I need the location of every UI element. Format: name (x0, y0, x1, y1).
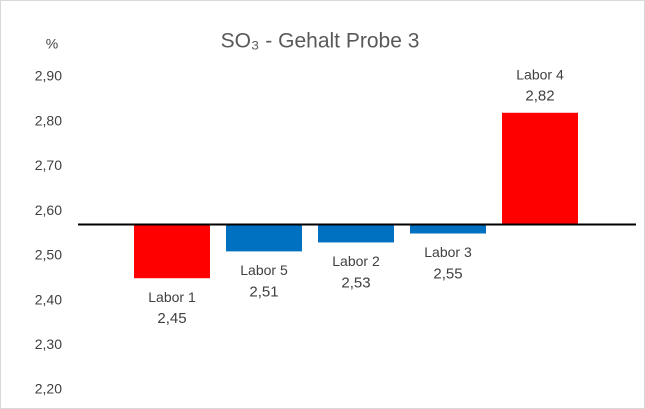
y-tick-label: 2,50 (35, 247, 62, 263)
category-label: Labor 5 (240, 262, 288, 278)
category-label: Labor 4 (516, 66, 564, 82)
bar (226, 224, 302, 252)
category-label: Labor 2 (332, 253, 380, 269)
y-tick-label: 2,60 (35, 202, 62, 218)
y-tick-label: 2,70 (35, 157, 62, 173)
value-label: 2,51 (249, 283, 278, 300)
y-tick-label: 2,20 (35, 381, 62, 397)
y-tick-label: 2,90 (35, 68, 62, 84)
value-label: 2,55 (433, 265, 462, 282)
bar (502, 112, 578, 225)
y-tick-label: 2,40 (35, 291, 62, 307)
value-label: 2,82 (525, 88, 554, 105)
category-label: Labor 3 (424, 244, 472, 260)
value-label: 2,45 (157, 310, 186, 327)
chart-title: SO₃ - Gehalt Probe 3 (221, 30, 420, 53)
y-tick-label: 2,30 (35, 336, 62, 352)
bar (410, 224, 486, 234)
y-unit: % (46, 36, 58, 52)
y-tick-label: 2,80 (35, 112, 62, 128)
value-label: 2,53 (341, 274, 370, 291)
bar (134, 224, 210, 279)
bar (318, 224, 394, 243)
category-label: Labor 1 (148, 289, 196, 305)
